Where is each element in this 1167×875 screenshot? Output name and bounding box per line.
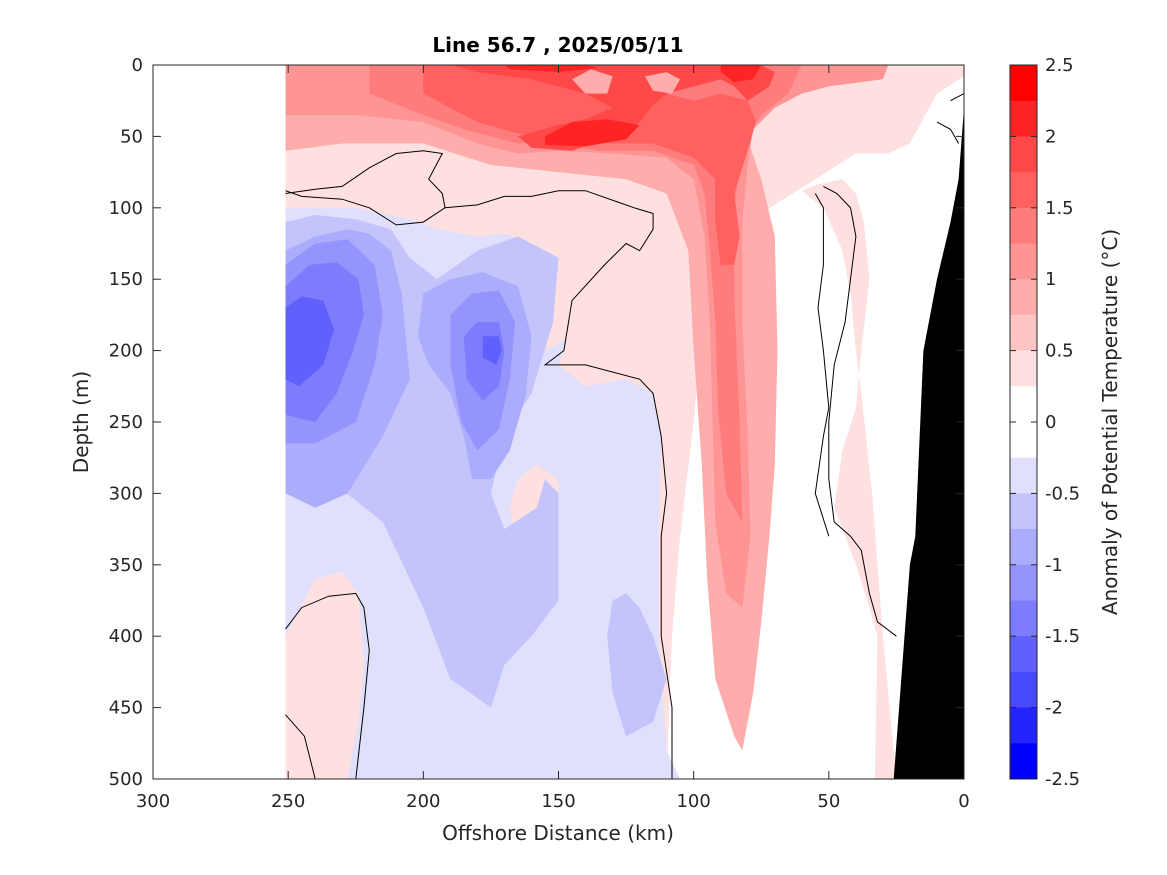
y-tick-label: 500 xyxy=(109,769,143,790)
chart-title: Line 56.7 , 2025/05/11 xyxy=(432,33,683,57)
colorbar-tick-label: 2 xyxy=(1045,126,1056,147)
colorbar-swatch xyxy=(1010,564,1037,601)
contour-region-25 xyxy=(482,336,502,365)
axes: 300 250 200 150 100 50 00501001502002503003504… xyxy=(109,55,970,812)
contour-region-17 xyxy=(607,593,667,737)
colorbar: 2.5 2 1.5 1 0.5 0 -0.5 -1 -1.5 -2 -2.5 xyxy=(1009,55,1080,790)
colorbar-swatch xyxy=(1010,493,1037,530)
colorbar-tick-label: 1 xyxy=(1045,269,1056,290)
y-tick-label: 200 xyxy=(109,341,143,362)
colorbar-swatch xyxy=(1010,529,1037,566)
colorbar-swatch xyxy=(1010,136,1037,173)
colorbar-swatch xyxy=(1010,65,1037,102)
contour-region-13 xyxy=(545,119,640,147)
y-tick-label: 300 xyxy=(109,483,143,504)
x-tick-label: 150 xyxy=(541,791,575,812)
colorbar-tick-label: -2.5 xyxy=(1045,769,1080,790)
contour-region-14 xyxy=(572,69,613,94)
colorbar-tick-label: -1.5 xyxy=(1045,626,1080,647)
colorbar-tick-label: -2 xyxy=(1045,698,1063,719)
colorbar-tick-label: 1.5 xyxy=(1045,198,1074,219)
zero-contour-3 xyxy=(285,714,316,779)
x-tick-label: 0 xyxy=(958,791,969,812)
contour-region-10 xyxy=(450,65,775,151)
contour-region-24 xyxy=(285,296,335,387)
colorbar-swatch xyxy=(1010,243,1037,280)
zero-contour-6 xyxy=(950,93,964,102)
y-axis-label: Depth (m) xyxy=(69,371,93,473)
x-tick-label: 250 xyxy=(271,791,305,812)
colorbar-tick-label: 2.5 xyxy=(1045,55,1074,76)
colorbar-swatch xyxy=(1010,172,1037,209)
zero-contour-4 xyxy=(823,185,897,637)
y-tick-label: 250 xyxy=(109,412,143,433)
zero-contour-7 xyxy=(936,121,960,144)
contour-region-8 xyxy=(369,65,802,522)
colorbar-tick-label: 0.5 xyxy=(1045,341,1074,362)
x-tick-label: 100 xyxy=(676,791,710,812)
colorbar-label: Anomaly of Potential Temperature (°C) xyxy=(1098,229,1122,615)
contour-region-15 xyxy=(645,72,681,94)
colorbar-swatch xyxy=(1010,422,1037,459)
y-tick-label: 350 xyxy=(109,555,143,576)
colorbar-tick-label: -1 xyxy=(1045,555,1063,576)
colorbar-swatch xyxy=(1010,636,1037,673)
y-tick-label: 0 xyxy=(132,55,143,76)
zero-contour-5 xyxy=(814,193,830,537)
colorbar-swatch xyxy=(1010,100,1037,137)
y-tick-label: 50 xyxy=(120,126,143,147)
colorbar-swatch xyxy=(1010,671,1037,709)
y-tick-label: 100 xyxy=(109,198,143,219)
colorbar-swatch xyxy=(1010,386,1037,423)
colorbar-swatch xyxy=(1010,707,1037,744)
zero-contour-0 xyxy=(285,150,446,226)
contour-fill-layer xyxy=(261,65,964,779)
colorbar-swatch xyxy=(1010,457,1037,494)
colorbar-swatch xyxy=(1010,207,1037,244)
contour-region-2 xyxy=(285,571,364,779)
zero-contour-layer xyxy=(285,93,964,779)
zero-contour-1 xyxy=(444,190,673,779)
x-tick-label: 50 xyxy=(817,791,840,812)
colorbar-swatch xyxy=(1010,314,1037,352)
bathymetry-layer xyxy=(872,107,964,779)
colorbar-tick-label: 0 xyxy=(1045,412,1056,433)
contour-region-9 xyxy=(423,65,756,265)
colorbar-swatch xyxy=(1010,600,1037,637)
y-tick-label: 400 xyxy=(109,626,143,647)
colorbar-tick-label: -0.5 xyxy=(1045,483,1080,504)
colorbar-swatch xyxy=(1010,279,1037,316)
contour-region-11 xyxy=(504,65,599,73)
colorbar-swatch xyxy=(1010,350,1037,387)
contour-region-5 xyxy=(801,179,897,779)
colorbar-swatch xyxy=(1010,743,1037,780)
seafloor xyxy=(872,107,964,779)
zero-contour-2 xyxy=(285,592,370,779)
y-tick-label: 150 xyxy=(109,269,143,290)
x-tick-label: 200 xyxy=(406,791,440,812)
x-axis-label: Offshore Distance (km) xyxy=(442,821,674,845)
x-tick-label: 300 xyxy=(136,791,170,812)
y-tick-label: 450 xyxy=(109,698,143,719)
contour-region-12 xyxy=(720,65,762,83)
